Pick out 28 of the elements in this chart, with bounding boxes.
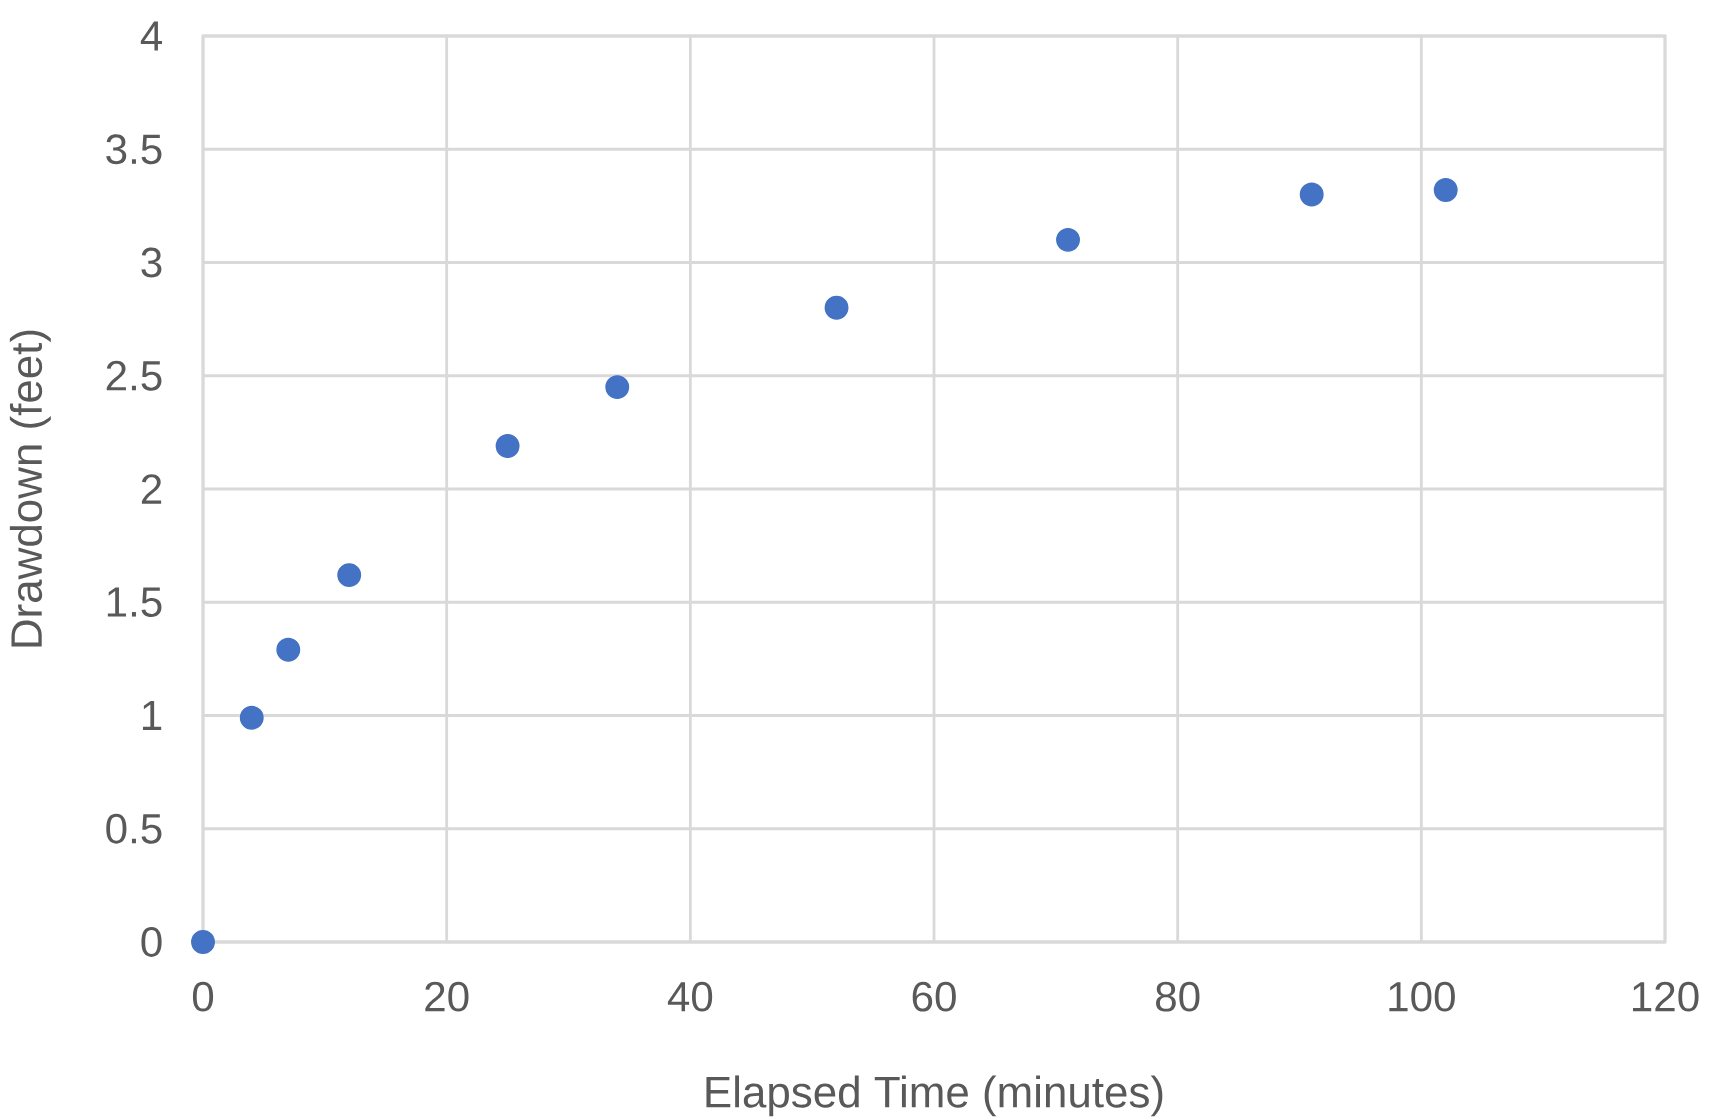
point: [276, 637, 301, 662]
y-tick-label: 4: [140, 21, 163, 51]
point: [1299, 182, 1324, 207]
x-tick-label: 40: [667, 981, 713, 1012]
point: [605, 375, 630, 400]
y-tick-label: 2: [141, 474, 162, 504]
x-tick-label: 20: [425, 981, 469, 1012]
y-tick-label: 3.5: [106, 134, 162, 165]
x-tick-label: 0: [192, 981, 214, 1012]
y-tick-label: 1.5: [107, 587, 162, 617]
point: [1433, 178, 1458, 202]
x-tick-label: 100: [1389, 981, 1455, 1012]
x-tick-label: 120: [1633, 981, 1699, 1012]
x-tick-label: 60: [912, 981, 956, 1012]
point: [495, 434, 520, 458]
y-tick-label: 1: [142, 701, 162, 731]
point: [337, 563, 362, 588]
y-tick-label: 3: [141, 247, 162, 278]
x-axis-title: Elapsed Time (minutes): [706, 1075, 1163, 1117]
y-tick-label: 0: [141, 927, 162, 957]
x-tick-label: 80: [1156, 981, 1200, 1012]
y-tick-label: 2.5: [106, 360, 162, 391]
point: [824, 295, 849, 320]
point: [239, 705, 264, 730]
point: [191, 930, 215, 954]
y-tick-label: 0.5: [106, 813, 162, 844]
y-axis-title: Drawdown (feet): [9, 330, 51, 647]
point: [1056, 227, 1080, 252]
